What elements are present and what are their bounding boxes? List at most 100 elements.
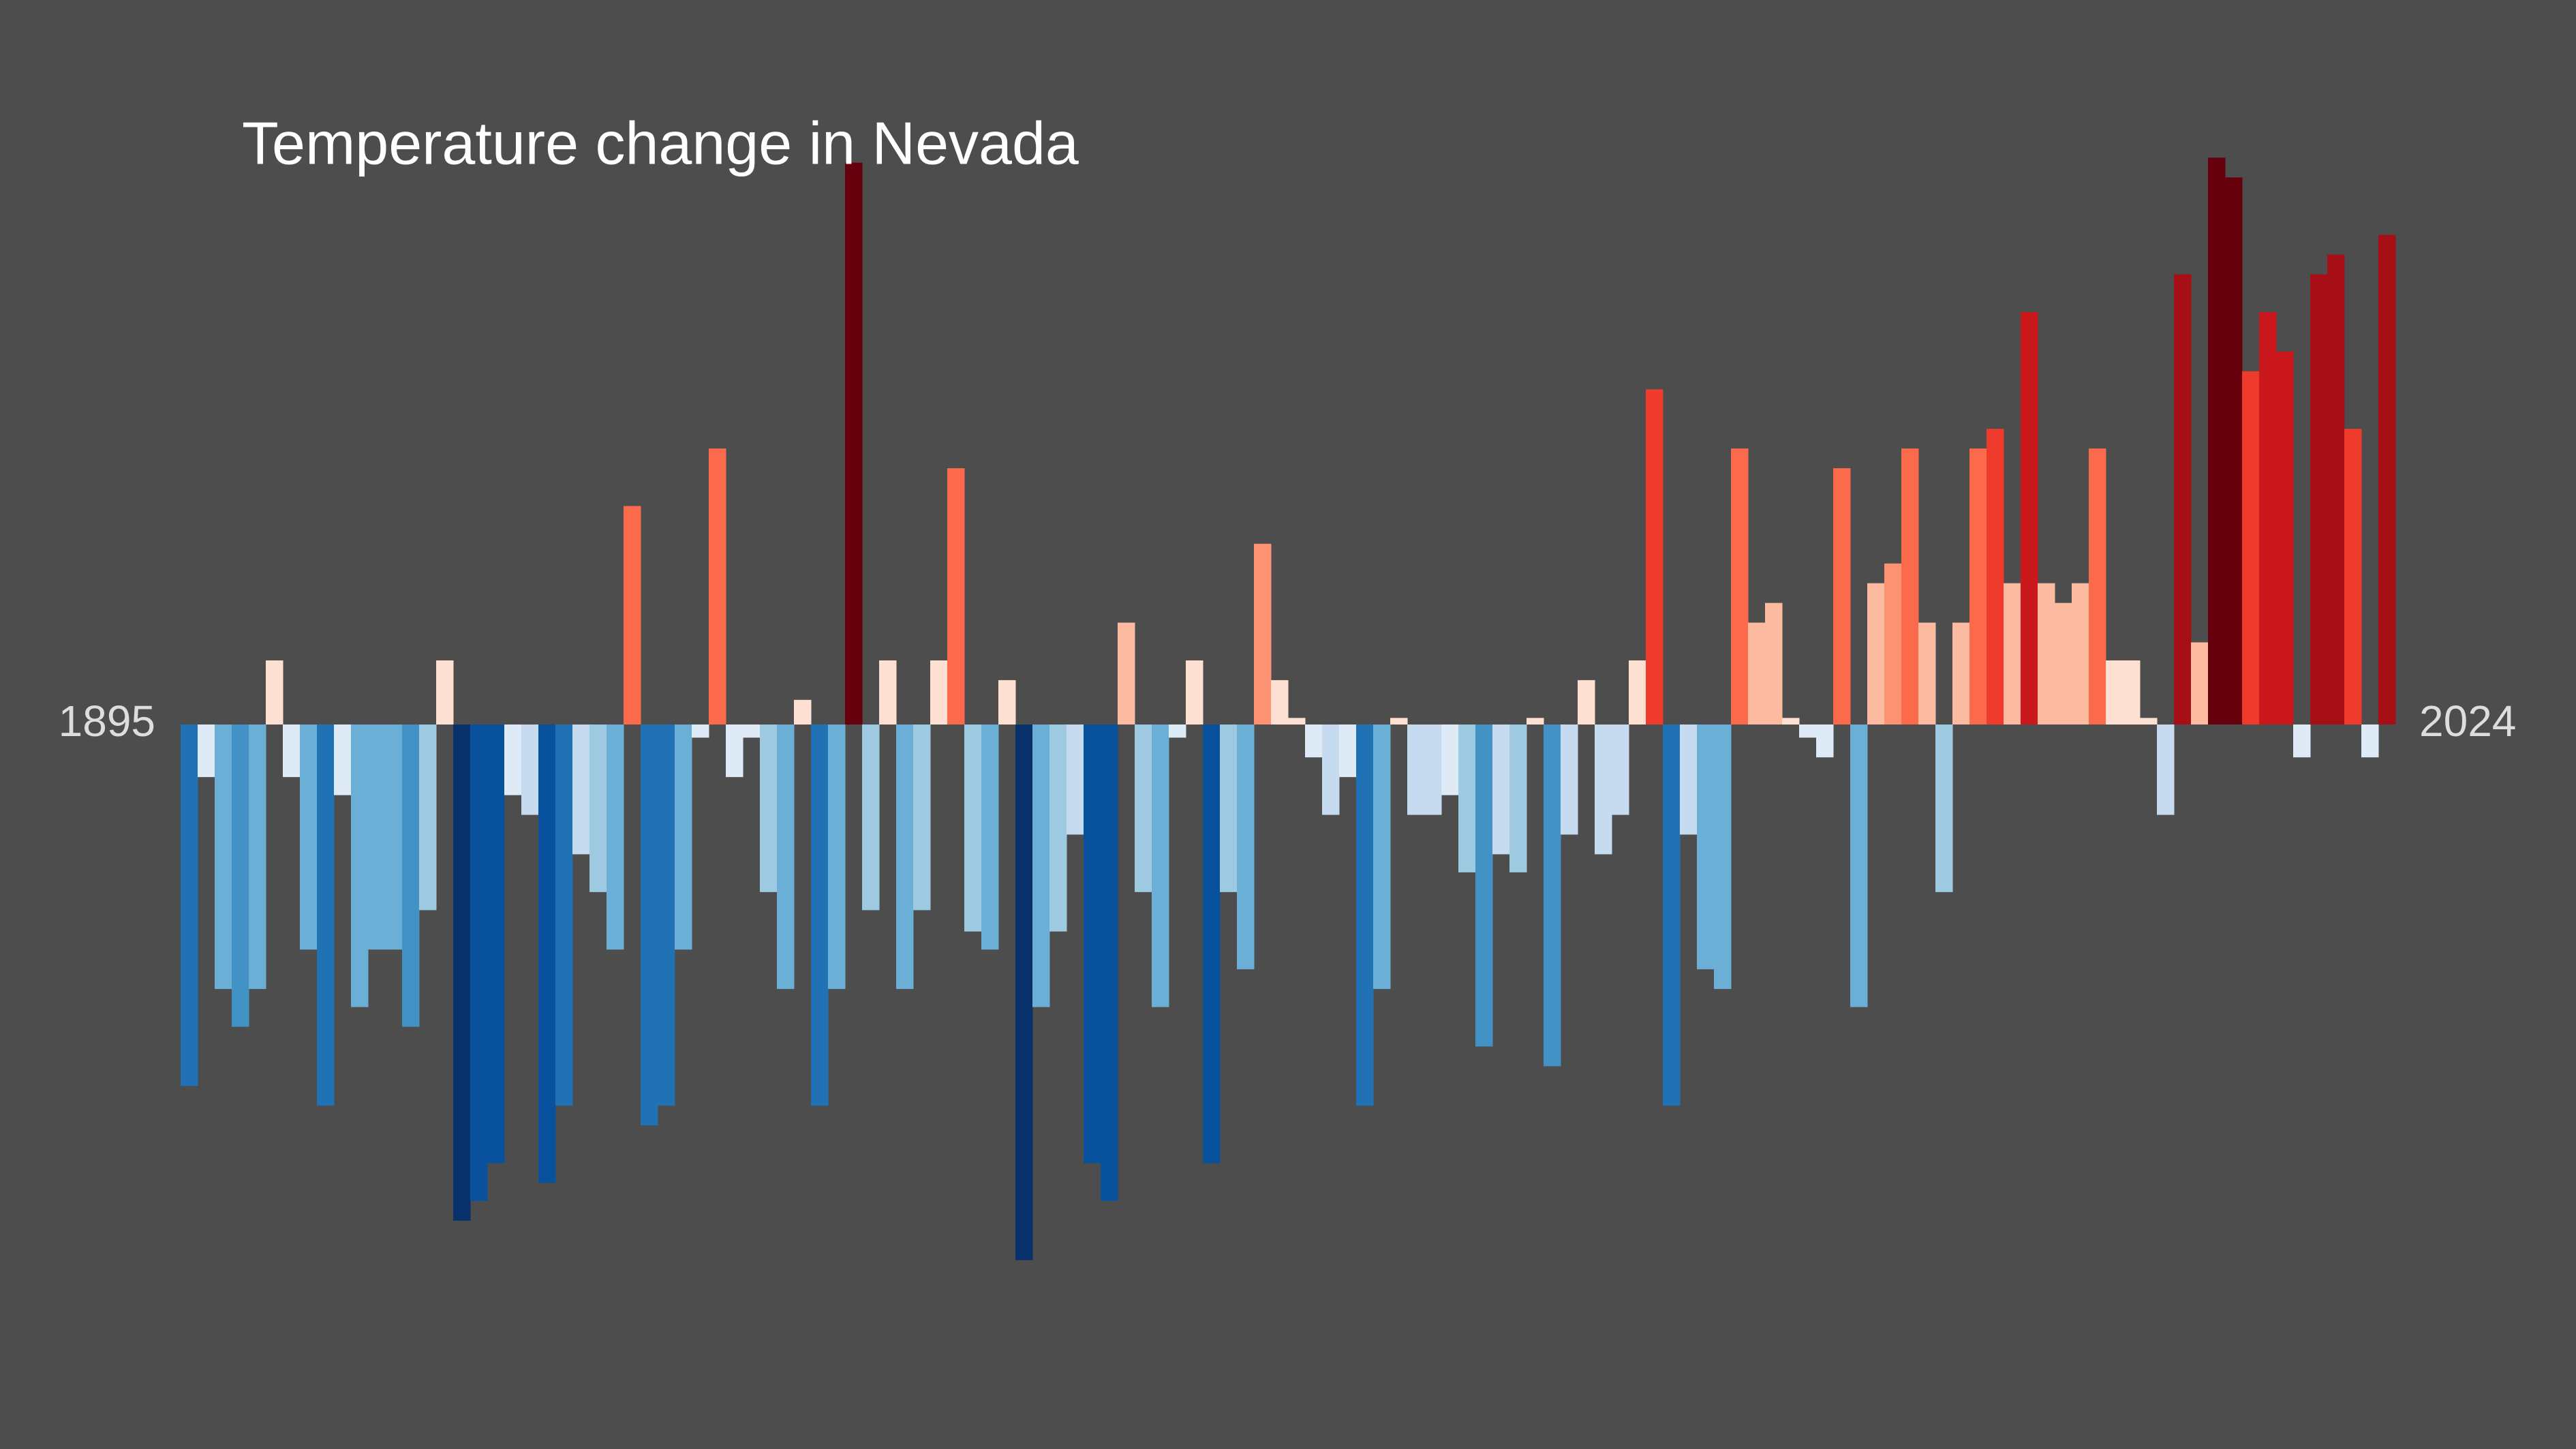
bar [2174,274,2192,724]
bar [760,724,778,892]
bar [743,724,761,738]
bar [1015,724,1033,1260]
bar [1509,724,1527,872]
bar [1987,429,2004,724]
bar [1527,718,1544,724]
bar [351,724,369,1007]
bar [2140,718,2158,724]
bar [1220,724,1238,892]
bar [1612,724,1629,815]
bar [2327,254,2345,724]
bar [181,724,198,1086]
bar [1952,622,1970,724]
bar [1731,448,1749,724]
bar [2055,603,2072,724]
bar [964,724,982,932]
bar [2276,351,2294,724]
bar [538,724,556,1183]
bar [1833,468,1851,724]
bar [504,724,522,795]
bar [896,724,914,990]
bar [334,724,352,795]
bar [607,724,624,950]
bar [1884,563,1902,724]
bar [589,724,607,892]
bar [1475,724,1493,1047]
bar [2225,177,2243,724]
bar [624,506,641,724]
bar [453,724,471,1221]
bar [368,724,386,950]
bar [1458,724,1476,872]
bar [1322,724,1340,815]
bar [2378,234,2396,724]
bar [283,724,301,778]
bar [2344,429,2362,724]
bar [317,724,335,1106]
bar [198,724,215,778]
bar [1816,724,1834,758]
bar [1288,718,1306,724]
bar [436,660,454,724]
bar [2208,157,2226,724]
bar [675,724,692,950]
bar [1237,724,1255,970]
bar [2021,311,2038,724]
bar [555,724,573,1106]
bar [1782,718,1800,724]
bar [2293,724,2311,758]
bar [1118,622,1135,724]
bar [1135,724,1152,892]
bar [2038,583,2055,724]
bar [1561,724,1578,835]
bar [470,724,488,1202]
bar [1373,724,1391,990]
bar [845,162,863,724]
bar [1032,724,1050,1007]
bar [692,724,709,738]
bar [811,724,829,1106]
bar [2361,724,2379,758]
bar [794,699,812,724]
bar [1203,724,1221,1163]
bar [862,724,880,911]
bar [2089,448,2106,724]
bar [947,468,965,724]
bar [1663,724,1681,1106]
bar [1424,724,1442,815]
bar [930,660,948,724]
bar [1390,718,1408,724]
bar [1578,680,1595,724]
bar [1595,724,1612,855]
bar [1049,724,1067,932]
bar [879,660,897,724]
bar [2004,583,2021,724]
bar [1254,543,1272,724]
bar [215,724,232,990]
bar [998,680,1016,724]
bar [1629,660,1646,724]
bar [402,724,420,1027]
bar [1407,724,1425,815]
bar [1680,724,1698,835]
bar [249,724,266,990]
bar [521,724,539,815]
bar [1765,603,1783,724]
bar [709,448,726,724]
bar [1748,622,1766,724]
bar [641,724,658,1126]
bar [658,724,675,1106]
bar [1646,389,1663,724]
bar [913,724,931,911]
bar [1935,724,1953,892]
bar [232,724,249,1027]
bar [2242,371,2260,724]
bar [1084,724,1101,1163]
bar [2191,642,2209,724]
bar [1356,724,1374,1106]
bar [1799,724,1817,738]
bar [385,724,403,950]
bar [981,724,999,950]
bar [1901,448,1919,724]
bar [419,724,437,911]
